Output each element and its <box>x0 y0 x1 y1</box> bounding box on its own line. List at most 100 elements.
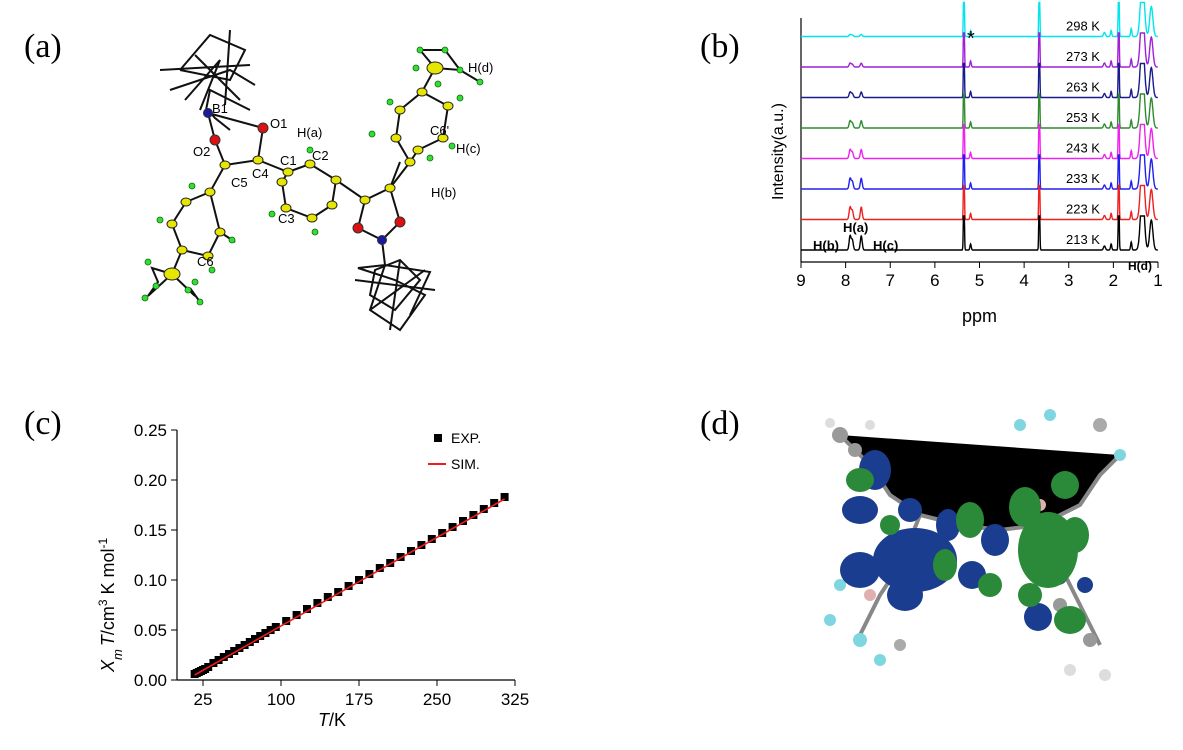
orbital-image-d <box>824 409 1126 681</box>
exp-point <box>199 666 207 674</box>
nmr-trace <box>801 62 1158 99</box>
y-tick-label: 0.10 <box>134 571 167 590</box>
y-tick-label: 0.25 <box>134 421 167 440</box>
panel-label-b: (b) <box>700 28 740 65</box>
atom-label: H(d) <box>468 60 493 75</box>
atom-label: C3 <box>278 211 295 226</box>
nmr-traces <box>801 1 1158 251</box>
exp-point <box>240 641 249 649</box>
sim-line <box>194 498 505 676</box>
nmr-tick-label: 5 <box>975 271 984 290</box>
nmr-trace-label: 223 K <box>1066 202 1100 217</box>
atom-label: C6' <box>430 123 449 138</box>
orbital-lobes-green <box>846 468 1089 634</box>
hydrogen-atoms-a <box>141 46 484 306</box>
exp-point <box>459 517 467 525</box>
xmt-y-label: XmT/cm3 K mol-1 <box>96 537 125 673</box>
atom-label: C1 <box>280 153 297 168</box>
exp-point <box>355 576 363 584</box>
exp-point <box>386 559 395 567</box>
nmr-tick-label: 1 <box>1153 271 1162 290</box>
atom-label: B1 <box>212 101 228 116</box>
exp-point <box>427 535 436 543</box>
y-tick-label: 0.00 <box>134 671 167 690</box>
nmr-trace <box>801 123 1158 160</box>
nmr-trace-label: 273 K <box>1066 49 1100 64</box>
nmr-tick-label: 7 <box>886 271 895 290</box>
exp-point <box>490 499 499 507</box>
nmr-tick-label: 8 <box>841 271 850 290</box>
nmr-trace <box>801 1 1158 38</box>
exp-point <box>190 670 199 678</box>
exp-point <box>219 653 228 661</box>
y-tick-label: 0.20 <box>134 471 167 490</box>
nmr-annotation-hb: H(b) <box>813 238 839 253</box>
oxygen-atoms-a <box>209 122 406 234</box>
exp-point <box>396 553 405 561</box>
panel-label-d: (d) <box>700 405 740 442</box>
nmr-trace-label: 298 K <box>1066 19 1100 34</box>
exp-point <box>303 605 311 613</box>
exp-point <box>245 638 254 646</box>
exp-point <box>261 629 270 637</box>
nmr-trace-label: 243 K <box>1066 141 1100 156</box>
nmr-trace <box>801 93 1158 129</box>
xmt-x-label: T/K <box>318 710 346 730</box>
nmr-axes <box>800 18 1158 263</box>
nmr-trace-label: 263 K <box>1066 80 1100 95</box>
exp-point <box>201 665 210 673</box>
boron-atoms-a <box>203 108 387 245</box>
exp-point <box>448 523 457 531</box>
exp-point <box>407 547 415 555</box>
nmr-annotation-ha: H(a) <box>843 220 868 235</box>
exp-point <box>313 599 322 607</box>
exp-point <box>225 650 233 658</box>
exp-point <box>479 505 488 513</box>
nmr-trace-label: 253 K <box>1066 110 1100 125</box>
exp-point <box>323 593 332 601</box>
carbon-atoms-a <box>163 61 454 281</box>
exp-point <box>251 635 259 643</box>
crystal-structure-a: B1 O1 O2 H(a) C1 C2 C4 C5 C3 C6 C6' H(c)… <box>141 29 493 332</box>
xmt-legend: EXP. SIM. <box>428 430 481 472</box>
nmr-trace-label: 233 K <box>1066 171 1100 186</box>
exp-point <box>438 529 447 537</box>
exp-point <box>194 668 203 676</box>
panel-label-c: (c) <box>24 405 62 442</box>
exp-point <box>196 667 205 675</box>
xmt-ticks: 0.00 0.05 0.10 0.15 0.20 0.25 25 100 175 250 325 <box>134 421 529 709</box>
nmr-x-ticks: 9 8 7 6 5 4 3 2 1 <box>796 262 1163 290</box>
bonds-a <box>147 29 481 332</box>
exp-point <box>469 511 478 519</box>
x-tick-label: 100 <box>267 690 295 709</box>
nmr-trace-labels: 298 K 273 K 263 K 253 K 243 K 233 K 223 K 213 K <box>1066 19 1100 248</box>
panel-label-a: (a) <box>24 28 62 65</box>
nmr-tick-label: 2 <box>1109 271 1118 290</box>
xmt-data <box>190 493 509 678</box>
nmr-annotation-hc: H(c) <box>873 238 898 253</box>
exp-point <box>214 656 223 664</box>
x-tick-label: 25 <box>194 690 213 709</box>
atom-label: C4 <box>252 166 269 181</box>
exp-point <box>192 669 201 677</box>
exp-point <box>417 541 426 549</box>
nmr-trace-label: 213 K <box>1066 232 1100 247</box>
exp-point <box>292 611 301 619</box>
exp-point <box>271 623 280 631</box>
exp-point <box>365 570 374 578</box>
nmr-trace <box>801 215 1158 251</box>
atom-label: O2 <box>193 144 210 159</box>
nmr-trace <box>801 32 1158 68</box>
exp-point <box>209 659 218 667</box>
atom-label: C5 <box>231 175 248 190</box>
exp-point <box>256 632 265 640</box>
exp-point <box>334 588 343 596</box>
x-tick-label: 325 <box>501 690 529 709</box>
x-tick-label: 175 <box>345 690 373 709</box>
nmr-tick-label: 6 <box>930 271 939 290</box>
exp-point <box>344 582 353 590</box>
nmr-x-label: ppm <box>962 306 997 326</box>
exp-point <box>282 617 291 625</box>
xmt-axes <box>176 430 515 681</box>
exp-point <box>266 626 275 634</box>
